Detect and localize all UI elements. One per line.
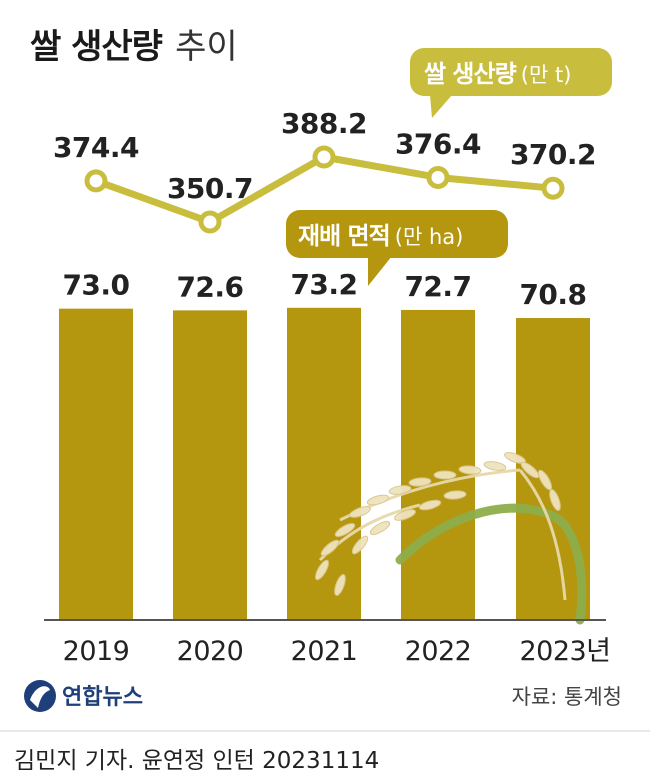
rice-stalk-illustration [315, 452, 587, 625]
rice-grain [394, 509, 416, 521]
x-tick-2021: 2021 [291, 636, 358, 667]
line-label-2020: 350.7 [167, 172, 253, 205]
x-tick-2020: 2020 [177, 636, 244, 667]
title-sub: 추이 [175, 27, 238, 67]
line-point-2022 [426, 165, 450, 189]
line-point-2019 [84, 169, 108, 193]
x-tick-2022: 2022 [405, 636, 472, 667]
rice-production-badge: 쌀 생산량 (만 t) [410, 48, 612, 118]
rice-stalk-main [395, 503, 587, 625]
x-tick-2023: 2023년 [519, 636, 610, 667]
line-label-2021: 388.2 [281, 107, 367, 140]
credit-line: 김민지 기자. 윤연정 인턴 20231114 [14, 748, 379, 774]
rice-production-badge-pointer [430, 95, 452, 118]
bar-label-2019: 73.0 [62, 269, 129, 302]
bar-label-2021: 73.2 [290, 268, 357, 301]
line-point-2023 [541, 176, 565, 200]
line-label-2019: 374.4 [53, 131, 139, 164]
yonhap-logo-swoosh [30, 686, 50, 708]
rice-grain [320, 539, 340, 557]
rice-grain [334, 574, 346, 596]
rice-production-badge-bg [410, 48, 612, 96]
rice-grain [549, 489, 561, 511]
bar-2022 [401, 309, 475, 620]
bar-label-2023: 70.8 [519, 278, 586, 311]
rice-grains [315, 452, 561, 596]
rice-grain [443, 490, 467, 500]
rice-grain [433, 470, 457, 480]
bar-label-2020: 72.6 [176, 270, 243, 303]
yonhap-logo-text: 연합뉴스 [62, 684, 143, 710]
rice-production-unit: (만 t) [521, 63, 572, 87]
x-axis-ticks: 2019 2020 2021 2022 2023년 [63, 636, 611, 667]
line-point-2021 [312, 145, 336, 169]
rice-grain [369, 521, 391, 535]
bar-2019 [59, 308, 133, 620]
cultivation-area-badge-bg [286, 210, 508, 258]
rice-grain [366, 494, 390, 506]
cultivation-area-series-name: 재배 면적 [298, 222, 390, 250]
rice-grain [418, 499, 442, 511]
title: 쌀 생산량 추이 [30, 27, 238, 67]
rice-production-badge-text: 쌀 생산량 (만 t) [424, 60, 571, 88]
source-note: 자료: 통계청 [512, 685, 622, 709]
line-point-2020 [198, 210, 222, 234]
rice-grain [315, 559, 329, 581]
x-tick-2019: 2019 [63, 636, 130, 667]
cultivation-area-badge-text: 재배 면적 (만 ha) [298, 222, 463, 250]
rice-grain [388, 485, 412, 495]
title-main: 쌀 생산량 [30, 27, 163, 67]
rice-grain [408, 477, 432, 487]
bar-label-2022: 72.7 [404, 270, 471, 303]
rice-production-series-name: 쌀 생산량 [424, 60, 517, 88]
yonhap-logo: 연합뉴스 [24, 680, 143, 712]
rice-stalk-stem-1 [518, 469, 567, 601]
rice-grain [351, 535, 369, 555]
rice-grain [483, 461, 507, 471]
rice-grain [458, 465, 482, 475]
bar-2020 [173, 310, 247, 620]
rice-grain [334, 523, 356, 537]
cultivation-area-badge-pointer [368, 256, 392, 286]
rice-grain [504, 452, 526, 464]
cultivation-area-badge: 재배 면적 (만 ha) [286, 210, 508, 286]
production-line: 374.4 350.7 388.2 376.4 370.2 [53, 107, 597, 234]
cultivation-area-unit: (만 ha) [395, 225, 464, 249]
rice-grain [520, 461, 540, 479]
rice-grain [349, 506, 371, 518]
line-label-2022: 376.4 [395, 127, 481, 160]
line-label-2023: 370.2 [510, 138, 596, 171]
